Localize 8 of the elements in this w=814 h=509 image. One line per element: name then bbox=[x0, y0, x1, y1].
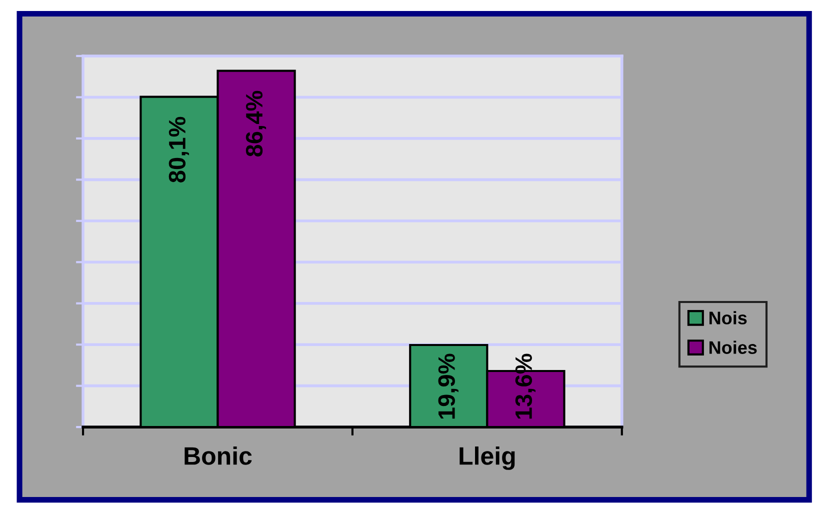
x-tick-label: Bonic bbox=[184, 446, 252, 465]
legend-label: Nois bbox=[710, 311, 747, 324]
data-label: 86,4% bbox=[246, 90, 266, 156]
data-label: 13,6% bbox=[515, 354, 536, 419]
legend-label: Noies bbox=[710, 340, 757, 354]
x-tick-label: Lleig bbox=[460, 446, 515, 470]
data-label: 80,1% bbox=[168, 116, 189, 182]
data-label: 19,9% bbox=[438, 354, 458, 419]
